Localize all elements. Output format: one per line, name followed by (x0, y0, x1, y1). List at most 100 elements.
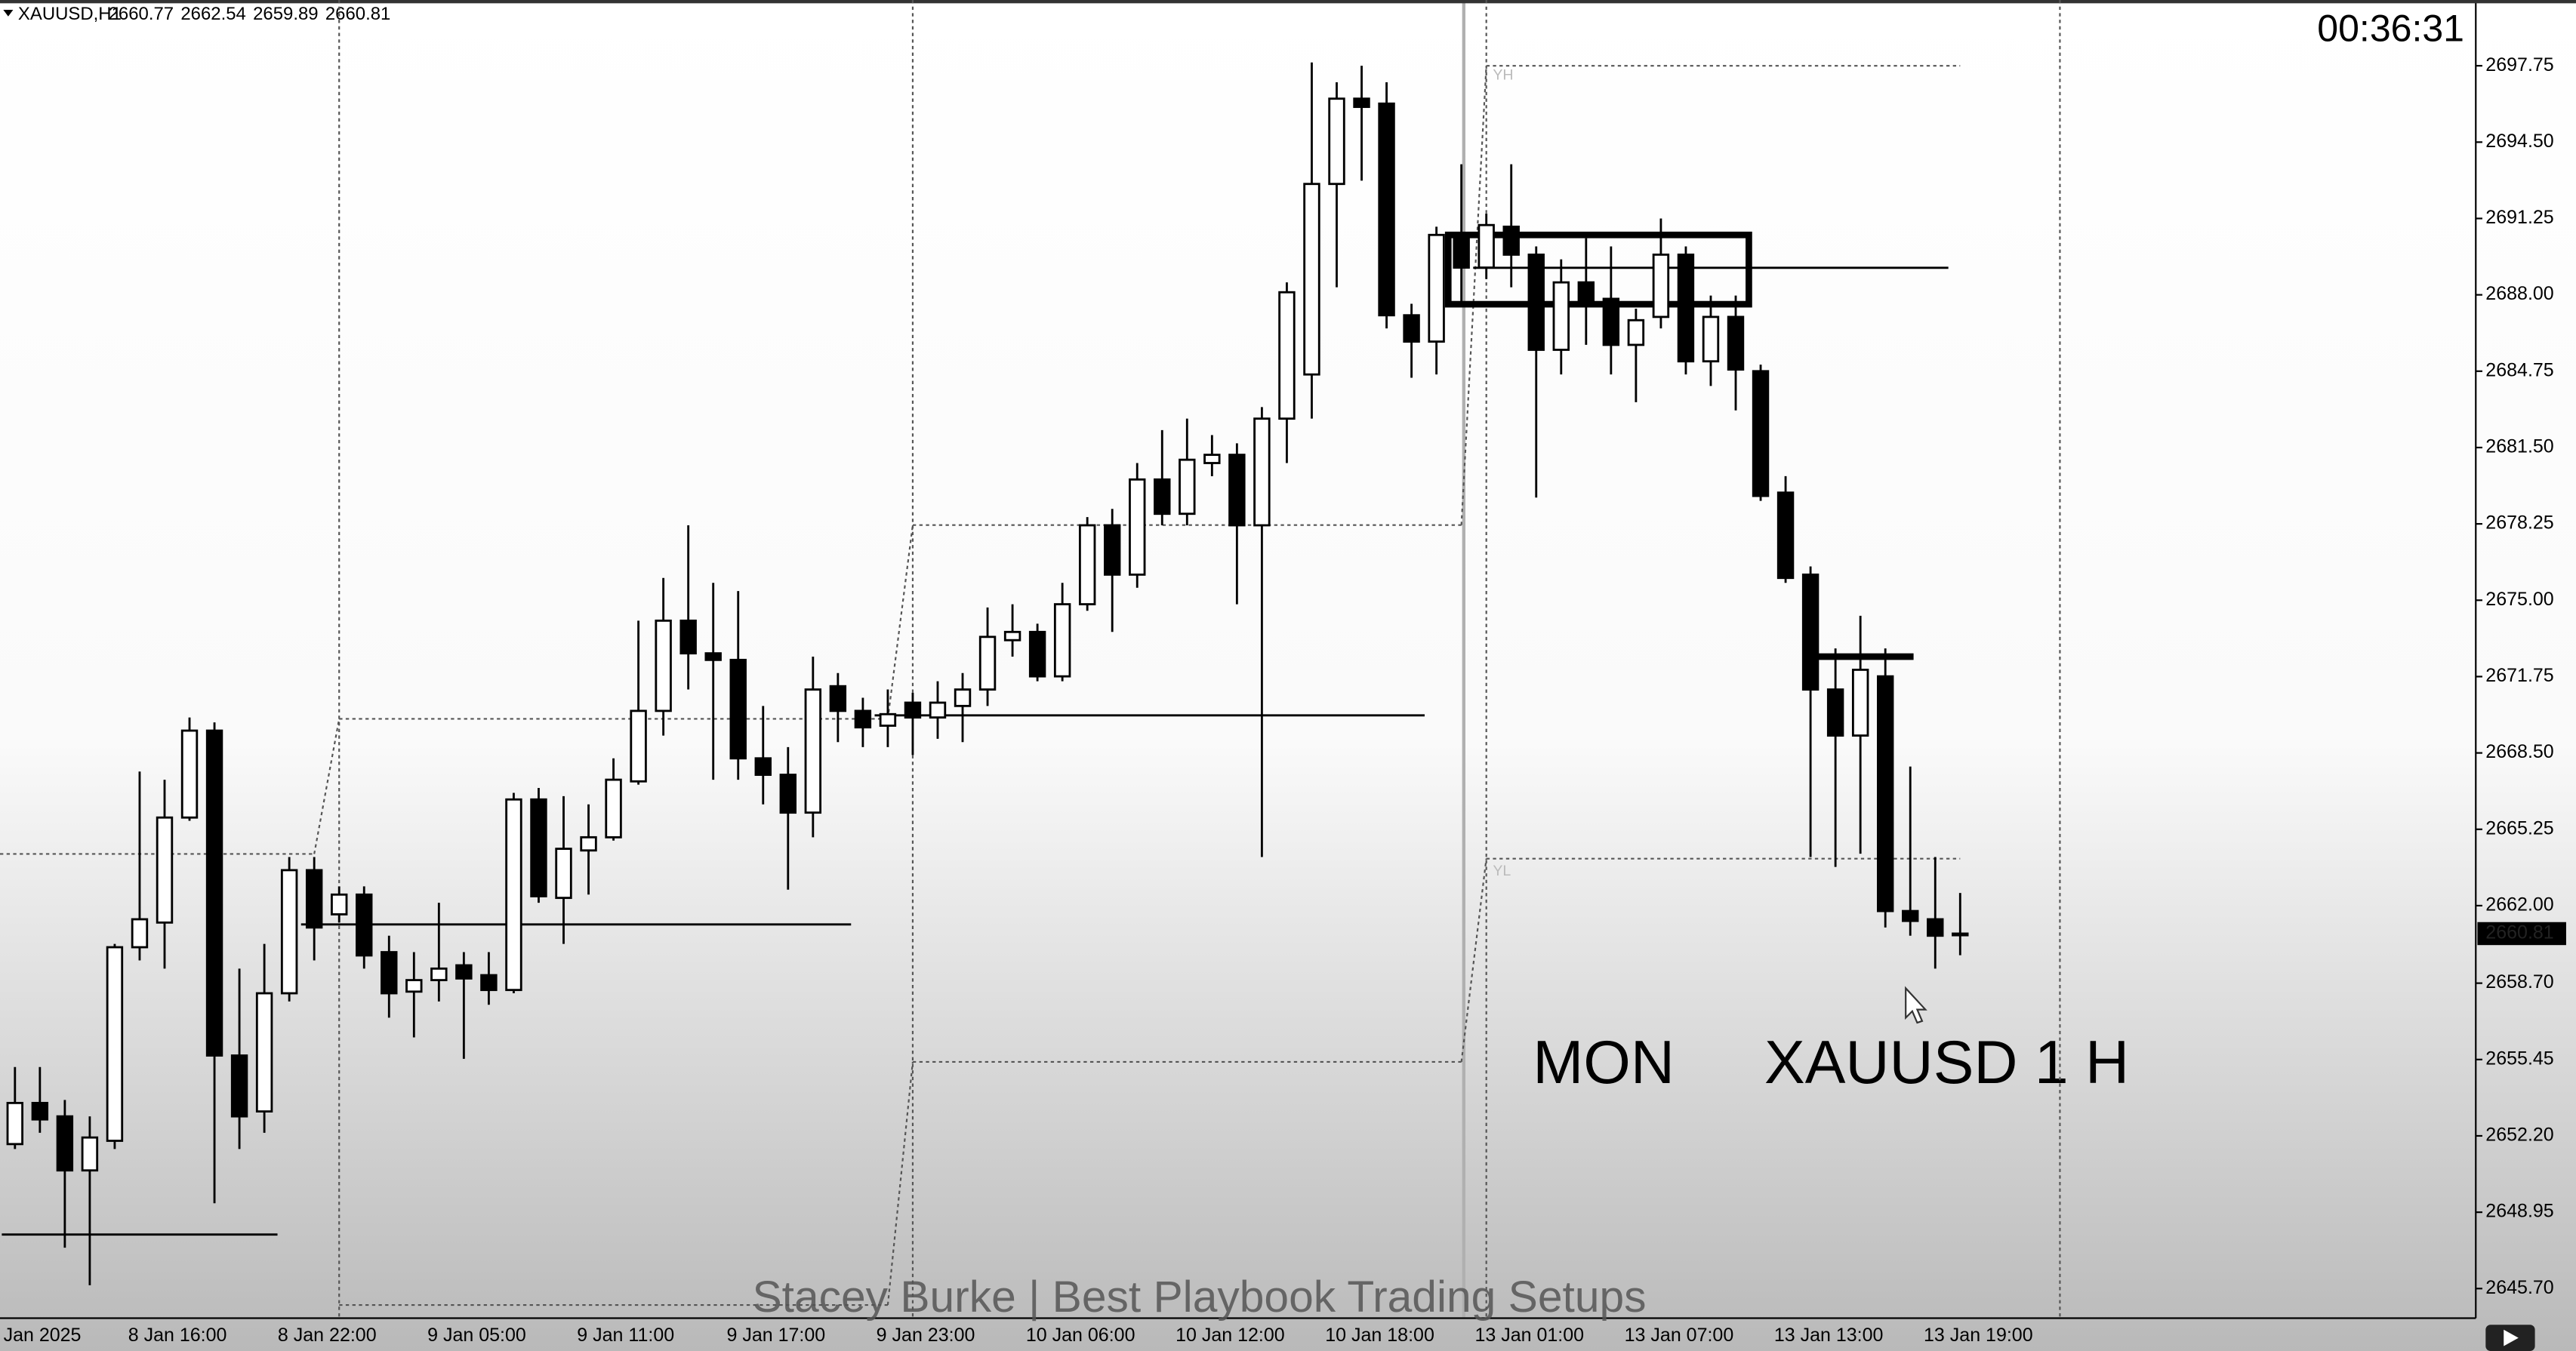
candle-body (1129, 478, 1146, 576)
y-tick-label: 2658.70 (2485, 971, 2553, 992)
candle-body (1053, 603, 1071, 678)
y-tick-label: 2678.25 (2485, 512, 2553, 534)
candle-body (405, 979, 423, 993)
candle-body (1527, 253, 1545, 351)
candle-body (31, 1101, 49, 1121)
x-tick-label: Jan 2025 (4, 1325, 82, 1346)
candle-body (56, 1115, 74, 1172)
candle-body (1253, 417, 1271, 527)
candle-body (255, 992, 273, 1113)
mouse-cursor (1905, 986, 1927, 1024)
candle-body (1602, 297, 1620, 346)
current-price-label: 2660.81 (2485, 922, 2553, 943)
header-value: 2659.89 (253, 4, 319, 24)
x-tick-label: 13 Jan 01:00 (1474, 1325, 1584, 1346)
candle-body (280, 869, 298, 995)
candle-body (1378, 102, 1395, 317)
x-tick-label: 10 Jan 06:00 (1026, 1325, 1135, 1346)
candle-body (1851, 668, 1869, 737)
candle-body (1577, 281, 1595, 305)
candle-body (455, 964, 473, 980)
candle-body (978, 635, 997, 691)
candle-body (1627, 319, 1645, 346)
header-value: 2660.81 (325, 4, 391, 24)
candle-body (1702, 315, 1720, 363)
candle-body (879, 712, 897, 727)
candle-body (1478, 223, 1495, 269)
candle-body (1776, 491, 1795, 580)
annotation: MON (1533, 1029, 1675, 1097)
candle-body (430, 967, 448, 982)
x-tick-label: 9 Jan 23:00 (877, 1325, 975, 1346)
candle-body (1003, 630, 1021, 642)
candle-body (331, 893, 348, 916)
candle-body (630, 709, 647, 783)
y-tick-label: 2648.95 (2485, 1201, 2553, 1222)
candle-body (1403, 314, 1420, 343)
y-tick-label: 2688.00 (2485, 283, 2553, 304)
y-tick-label: 2675.00 (2485, 589, 2553, 610)
day-high-line-step (1460, 66, 1487, 525)
candle-body (1826, 688, 1844, 737)
candle-body (1552, 281, 1570, 351)
y-tick-label: 2694.50 (2485, 131, 2553, 152)
timer: 00:36:31 (2317, 8, 2464, 50)
y-tick-label: 2645.70 (2485, 1277, 2553, 1298)
annotation: XAUUSD 1 H (1764, 1029, 2129, 1097)
candle-body (829, 685, 847, 712)
candle-body (1752, 370, 1770, 497)
current-price-box (2477, 922, 2566, 946)
zone-box (1444, 231, 1752, 308)
x-tick-label: 9 Jan 05:00 (427, 1325, 526, 1346)
candle-body (655, 619, 672, 712)
header-symbol: XAUUSD,H1 (18, 4, 122, 24)
candle-body (1228, 454, 1246, 527)
header-arrow (3, 10, 14, 17)
candle-body (505, 798, 522, 992)
y-tick-label: 2684.75 (2485, 359, 2553, 380)
candle-body (305, 869, 323, 929)
candle-body (1453, 237, 1470, 269)
candle-body (381, 951, 398, 995)
candle-body (356, 893, 373, 957)
candle-body (1727, 315, 1745, 371)
play-icon (2504, 1329, 2519, 1346)
candle-body (1801, 573, 1820, 691)
candle-body (230, 1054, 248, 1118)
candle-body (1353, 97, 1370, 109)
header-value: 2662.54 (180, 4, 246, 24)
x-tick-label: 8 Jan 16:00 (128, 1325, 227, 1346)
candle-body (1328, 97, 1345, 186)
x-tick-label: 13 Jan 19:00 (1924, 1325, 2033, 1346)
candle-body (1876, 675, 1894, 912)
candle-body (1502, 225, 1520, 256)
day-low-line-step (886, 1061, 914, 1306)
candle-body (156, 816, 174, 924)
candle-body (1428, 233, 1445, 343)
candle-body (1677, 253, 1695, 363)
y-tick-label: 2652.20 (2485, 1125, 2553, 1146)
candle-body (81, 1136, 99, 1172)
y-tick-label: 2655.45 (2485, 1048, 2553, 1069)
y-tick-label: 2665.25 (2485, 817, 2553, 839)
candle-body (530, 798, 547, 897)
candle-body (1902, 909, 1919, 922)
candle-body (754, 757, 772, 776)
y-tick-label: 2681.50 (2485, 436, 2553, 457)
candle-body (1278, 291, 1296, 420)
candle-body (555, 848, 572, 900)
candle-body (854, 709, 872, 729)
candle-body (804, 688, 822, 814)
candle-body (1028, 630, 1046, 678)
candle-body (904, 701, 922, 719)
x-tick-label: 9 Jan 11:00 (577, 1325, 674, 1346)
candle-body (106, 946, 124, 1142)
y-tick-label: 2662.00 (2485, 894, 2553, 916)
candle-body (205, 729, 223, 1057)
day-high-label: YH (1493, 66, 1513, 83)
candle-body (1652, 253, 1670, 319)
x-tick-label: 13 Jan 13:00 (1774, 1325, 1884, 1346)
x-tick-label: 10 Jan 18:00 (1325, 1325, 1434, 1346)
candle-body (1203, 454, 1221, 464)
